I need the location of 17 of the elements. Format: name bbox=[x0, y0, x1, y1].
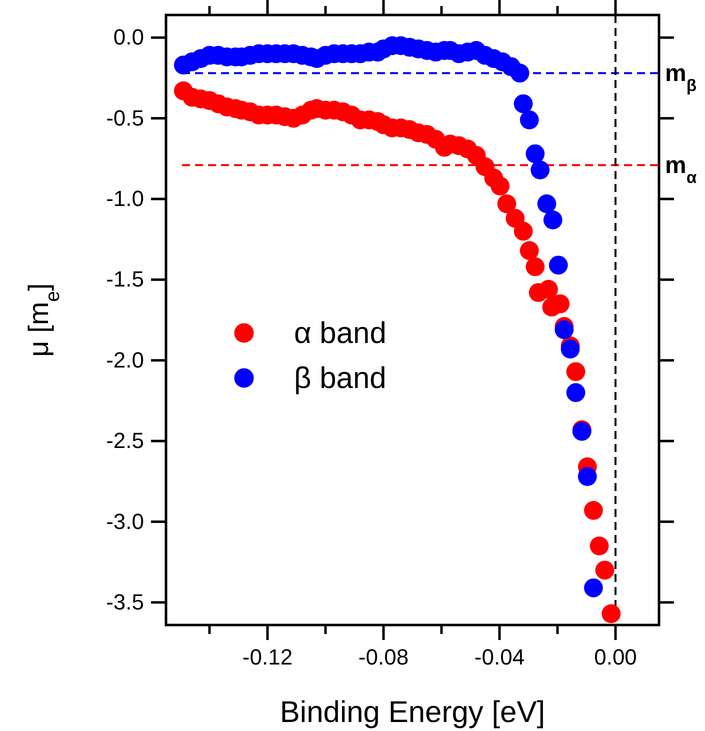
y-tick-label: -0.5 bbox=[106, 105, 144, 130]
y-tick-label: 0.0 bbox=[113, 24, 144, 50]
x-tick-label: -0.12 bbox=[242, 644, 293, 670]
y-tick-label: -1.0 bbox=[106, 186, 144, 212]
legend-label: α band bbox=[294, 317, 386, 350]
x-tick-label: -0.08 bbox=[358, 644, 409, 670]
x-tick-label: -0.04 bbox=[474, 644, 525, 670]
y-tick-label: -2.5 bbox=[106, 428, 144, 454]
y-tick-label: -2.0 bbox=[106, 347, 144, 372]
x-axis-title: Binding Energy [eV] bbox=[280, 696, 546, 729]
ref-line-label: m$_{β}$ bbox=[665, 60, 697, 95]
y-tick-label: -3.5 bbox=[106, 589, 144, 614]
ref-line-label: m$_{α}$ bbox=[665, 152, 698, 187]
legend-label: β band bbox=[294, 362, 386, 395]
y-tick-label: -1.5 bbox=[106, 266, 144, 292]
y-tick-label: -3.0 bbox=[106, 508, 144, 534]
x-tick-label: 0.00 bbox=[594, 644, 637, 670]
